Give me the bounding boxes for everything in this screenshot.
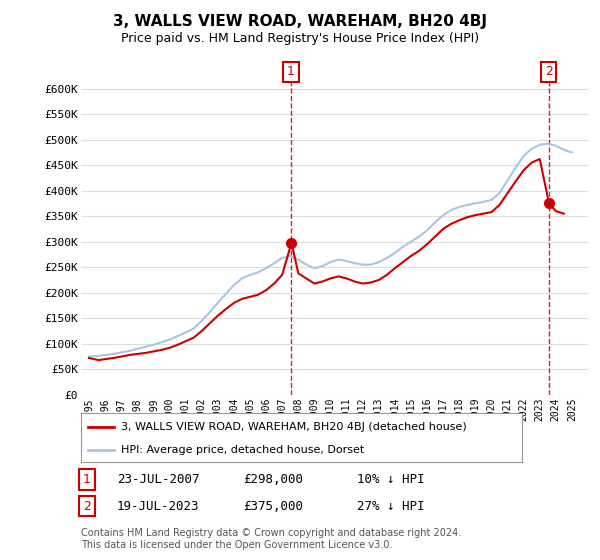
Text: 27% ↓ HPI: 27% ↓ HPI <box>357 500 425 512</box>
Text: 3, WALLS VIEW ROAD, WAREHAM, BH20 4BJ (detached house): 3, WALLS VIEW ROAD, WAREHAM, BH20 4BJ (d… <box>121 422 466 432</box>
Text: 19-JUL-2023: 19-JUL-2023 <box>117 500 199 512</box>
Text: 3, WALLS VIEW ROAD, WAREHAM, BH20 4BJ: 3, WALLS VIEW ROAD, WAREHAM, BH20 4BJ <box>113 14 487 29</box>
Text: 2: 2 <box>545 66 553 78</box>
Text: 23-JUL-2007: 23-JUL-2007 <box>117 473 199 486</box>
Text: 1: 1 <box>287 66 295 78</box>
Text: 10% ↓ HPI: 10% ↓ HPI <box>357 473 425 486</box>
Text: This data is licensed under the Open Government Licence v3.0.: This data is licensed under the Open Gov… <box>81 540 392 550</box>
Text: 2: 2 <box>83 500 91 512</box>
Text: HPI: Average price, detached house, Dorset: HPI: Average price, detached house, Dors… <box>121 445 364 455</box>
Text: £375,000: £375,000 <box>243 500 303 512</box>
Text: 1: 1 <box>83 473 91 486</box>
Text: Contains HM Land Registry data © Crown copyright and database right 2024.: Contains HM Land Registry data © Crown c… <box>81 528 461 538</box>
Text: Price paid vs. HM Land Registry's House Price Index (HPI): Price paid vs. HM Land Registry's House … <box>121 32 479 45</box>
Text: £298,000: £298,000 <box>243 473 303 486</box>
